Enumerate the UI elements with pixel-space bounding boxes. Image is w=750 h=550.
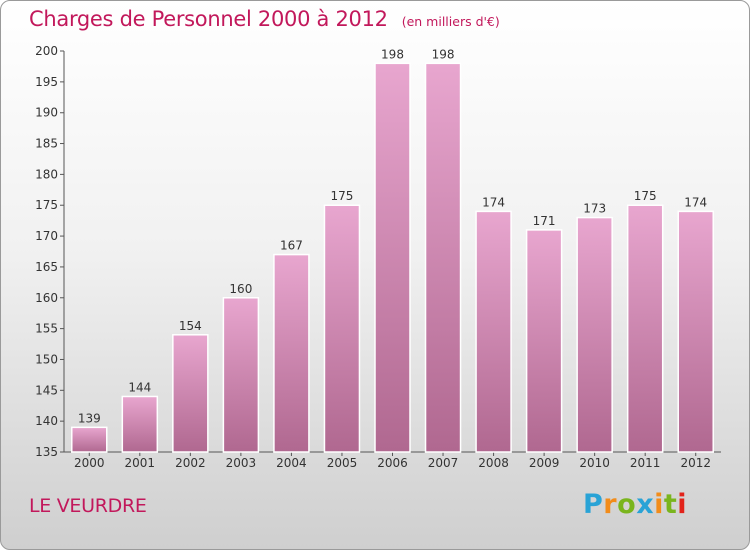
bar-2008 [475, 210, 512, 453]
bar-2001 [121, 395, 159, 453]
bar-2011 [626, 204, 664, 453]
x-tick-label-2005: 2005 [327, 456, 358, 470]
data-label-2007: 198 [432, 47, 455, 61]
y-tick-label: 180 [35, 167, 58, 181]
x-tick-label-2001: 2001 [125, 456, 156, 470]
bar-2005 [323, 204, 361, 453]
y-tick-label: 135 [35, 445, 58, 459]
x-tick-label-2010: 2010 [579, 456, 610, 470]
data-label-2012: 174 [684, 195, 707, 209]
x-tick-label-2012: 2012 [680, 456, 711, 470]
chart-title: Charges de Personnel 2000 à 2012 [29, 7, 388, 31]
x-tick-label-2003: 2003 [226, 456, 257, 470]
y-tick-label: 165 [35, 260, 58, 274]
place-name: LE VEURDRE [29, 495, 147, 517]
x-tick-label-2011: 2011 [630, 456, 661, 470]
x-tick-label-2000: 2000 [74, 456, 105, 470]
data-label-2009: 171 [533, 214, 556, 228]
data-label-2003: 160 [229, 282, 252, 296]
y-tick-label: 160 [35, 291, 58, 305]
bar-2003 [222, 297, 260, 453]
y-tick-label: 140 [35, 414, 58, 428]
data-label-2006: 198 [381, 47, 404, 61]
bar-2002 [172, 334, 209, 453]
y-tick-label: 185 [35, 137, 58, 151]
bar-2006 [374, 62, 411, 453]
bar-2010 [576, 216, 613, 453]
data-label-2011: 175 [634, 189, 657, 203]
x-tick-label-2009: 2009 [529, 456, 560, 470]
y-tick-label: 145 [35, 383, 58, 397]
bar-2007 [424, 62, 462, 453]
data-label-2001: 144 [128, 380, 151, 394]
data-label-2010: 173 [583, 202, 606, 216]
y-tick-label: 150 [35, 352, 58, 366]
y-tick-label: 170 [35, 229, 58, 243]
y-tick-label: 155 [35, 322, 58, 336]
data-label-2000: 139 [78, 411, 101, 425]
x-tick-label-2008: 2008 [478, 456, 509, 470]
data-label-2008: 174 [482, 195, 505, 209]
data-label-2004: 167 [280, 239, 303, 253]
bar-2009 [525, 229, 563, 453]
y-tick-label: 175 [35, 198, 58, 212]
bar-2012 [677, 210, 714, 453]
y-tick-label: 195 [35, 75, 58, 89]
x-tick-label-2004: 2004 [276, 456, 307, 470]
title-line: Charges de Personnel 2000 à 2012 (en mill… [29, 7, 500, 31]
x-tick-label-2006: 2006 [377, 456, 408, 470]
proxiti-logo: Proxiti [583, 489, 688, 520]
y-tick-label: 200 [35, 44, 58, 58]
bar-2004 [273, 253, 310, 453]
data-label-2005: 175 [331, 189, 354, 203]
y-tick-label: 190 [35, 106, 58, 120]
x-tick-label-2002: 2002 [175, 456, 206, 470]
data-label-2002: 154 [179, 319, 202, 333]
chart-unit: (en milliers d'€) [401, 14, 500, 29]
x-tick-label-2007: 2007 [428, 456, 459, 470]
bar-2000 [71, 426, 108, 453]
